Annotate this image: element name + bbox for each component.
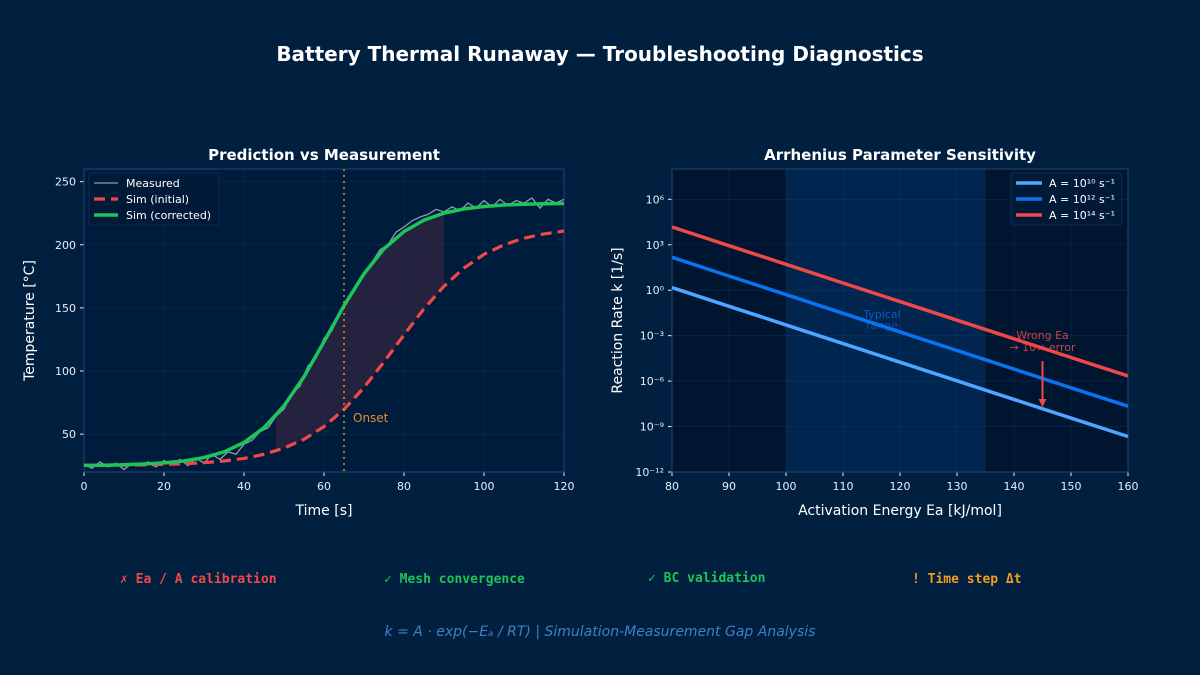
x-tick-label: 100 [474, 480, 495, 493]
x-tick-label: 60 [317, 480, 331, 493]
typical-range-label-1: Typical [862, 308, 900, 321]
y-tick-label: 10⁶ [646, 193, 665, 206]
legend-label: Sim (corrected) [126, 209, 211, 222]
x-tick-label: 40 [237, 480, 251, 493]
y-tick-label: 250 [55, 176, 76, 189]
onset-label: Onset [353, 411, 389, 425]
chart-prediction-vs-measurement: 0 20 40 60 80 100 120 50 100 150 200 250 Prediction … [22, 146, 575, 519]
x-tick-label: 140 [1004, 480, 1025, 493]
status-time-step: ! Time step Δt [912, 572, 1022, 587]
series-sim-corrected [83, 201, 565, 468]
chart-title: Arrhenius Parameter Sensitivity [764, 146, 1036, 164]
legend-label: A = 10¹⁰ s⁻¹ [1049, 177, 1115, 190]
x-tick-label: 120 [554, 480, 575, 493]
chart-title: Prediction vs Measurement [208, 146, 440, 164]
y-tick-label: 10³ [646, 239, 664, 252]
x-tick-label: 20 [157, 480, 171, 493]
y-tick-label: 10⁻³ [640, 330, 664, 343]
x-tick-label: 160 [1118, 480, 1139, 493]
legend-label: A = 10¹² s⁻¹ [1049, 193, 1115, 206]
status-ea-calibration: ✗ Ea / A calibration [120, 572, 277, 587]
legend-label: A = 10¹⁴ s⁻¹ [1049, 209, 1115, 222]
page-title: Battery Thermal Runaway — Troubleshootin… [276, 42, 923, 66]
plot-frame [83, 168, 565, 473]
x-tick-label: 110 [833, 480, 854, 493]
y-tick-label: 10⁻⁹ [640, 421, 664, 434]
x-axis-label: Activation Energy Ea [kJ/mol] [798, 503, 1002, 519]
y-tick-label: 100 [55, 365, 76, 378]
gap-shaded-area [276, 213, 444, 451]
series-line-1 [671, 255, 1129, 408]
footer-formula: k = A · exp(−Eₐ / RT) | Simulation-Measu… [384, 624, 816, 640]
plot-frame [671, 168, 1129, 473]
status-mesh-convergence: ✓ Mesh convergence [384, 572, 525, 587]
x-tick-label: 150 [1061, 480, 1082, 493]
series-sim-initial [84, 229, 565, 467]
x-tick-label: 90 [722, 480, 736, 493]
annotation-text-1: Wrong Ea [1016, 329, 1069, 342]
y-tick-label: 200 [55, 239, 76, 252]
x-axis-label: Time [s] [295, 503, 353, 519]
x-tick-label: 120 [890, 480, 911, 493]
y-axis-label: Reaction Rate k [1/s] [610, 247, 626, 393]
series-line-0 [671, 285, 1129, 439]
y-tick-label: 50 [62, 428, 76, 441]
x-tick-label: 100 [776, 480, 797, 493]
legend-label: Sim (initial) [126, 193, 189, 206]
legend-label: Measured [126, 177, 180, 190]
x-tick-label: 80 [397, 480, 411, 493]
annotation-arrow-head [1038, 399, 1047, 407]
legend [1010, 172, 1123, 226]
x-tick-label: 0 [81, 480, 88, 493]
y-axis-label: Temperature [°C] [22, 260, 38, 382]
y-tick-label: 150 [55, 302, 76, 315]
x-tick-label: 80 [665, 480, 679, 493]
series-line-2 [671, 225, 1129, 378]
y-tick-label: 10⁰ [646, 284, 665, 297]
y-tick-label: 10⁻⁶ [640, 375, 665, 388]
status-bc-validation: ✓ BC validation [648, 571, 766, 586]
chart-arrhenius-sensitivity: 80 90 100 110 120 130 140 150 160 10⁻¹² 10⁻⁹ 10⁻⁶ 10… [610, 146, 1139, 519]
annotation-text-2: → 10× error [1009, 341, 1076, 354]
legend [88, 172, 220, 226]
y-tick-label: 10⁻¹² [635, 466, 664, 479]
x-tick-label: 130 [947, 480, 968, 493]
typical-range-band [786, 169, 986, 472]
